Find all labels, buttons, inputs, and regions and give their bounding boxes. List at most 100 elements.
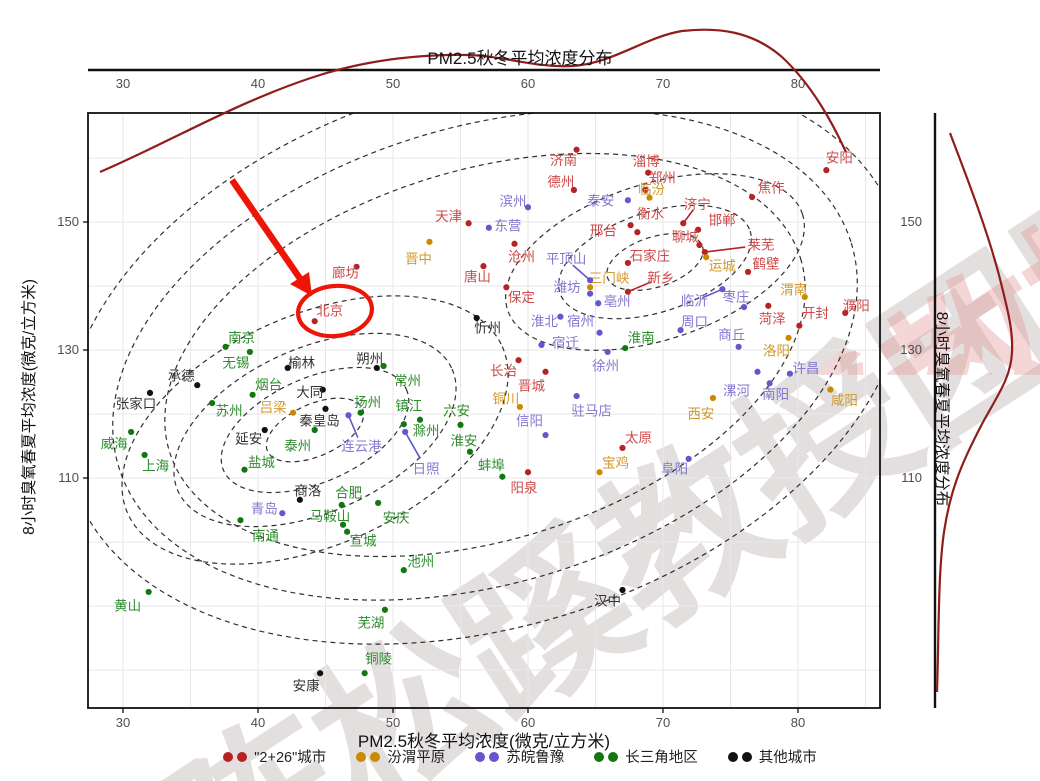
city-dot <box>645 169 652 176</box>
city-label: 渭南 <box>780 282 807 297</box>
city-dot <box>823 167 830 174</box>
contour-lines <box>88 113 880 645</box>
legend-dot-pair <box>223 751 248 762</box>
legend-item-others: 其他城市 <box>727 746 817 767</box>
city-dot <box>796 322 803 329</box>
city-dot <box>524 469 532 476</box>
city-label: 濮阳 <box>843 298 870 313</box>
city-label: 潍坊 <box>554 280 581 295</box>
city-dot <box>503 284 510 291</box>
city-label: 沧州 <box>508 248 535 264</box>
legend-item-yrd: 长三角地区 <box>594 746 698 767</box>
city-dot <box>222 343 229 350</box>
city-dot <box>237 517 244 524</box>
legend-label: 其他城市 <box>758 750 817 766</box>
city-dot <box>570 186 578 194</box>
city-label: 镇江 <box>395 399 422 414</box>
city-dot <box>345 412 352 419</box>
city-label: 保定 <box>508 290 535 305</box>
city-label: 东营 <box>494 218 521 233</box>
city-dot <box>719 286 726 293</box>
x-tick-label: 30 <box>116 715 130 730</box>
city-label: 大同 <box>296 385 323 400</box>
city-label: 驻马店 <box>571 404 612 419</box>
legend-dot-pair <box>727 751 752 762</box>
city-dot <box>786 370 794 377</box>
city-label: 鹤壁 <box>753 256 780 271</box>
city-dot <box>296 496 303 503</box>
city-dot <box>515 357 522 364</box>
city-dot <box>624 288 632 295</box>
y-axis-label: 8小时臭氧春夏平均浓度(微克/立方米) <box>21 279 38 535</box>
leader-line <box>347 414 359 438</box>
city-dot <box>587 290 594 297</box>
legend-label: 汾渭平原 <box>387 750 446 766</box>
city-label: 许昌 <box>792 361 819 376</box>
city-label: 枣庄 <box>723 289 750 305</box>
y-tick-label: 150 <box>57 214 79 229</box>
city-dot <box>261 426 268 434</box>
city-dot <box>709 394 717 402</box>
city-label: 三门峡 <box>589 271 630 286</box>
city-dot <box>677 327 684 334</box>
city-label: 亳州 <box>604 293 631 309</box>
city-dot <box>765 302 772 309</box>
legend-dot-icon <box>489 751 500 762</box>
city-dot <box>400 421 407 428</box>
city-dot <box>766 380 773 387</box>
city-label: 长治 <box>490 364 517 379</box>
legend-label: 长三角地区 <box>625 750 698 766</box>
legend-item-suwanluyu: 苏皖鲁豫 <box>475 746 564 767</box>
city-label: 黄山 <box>114 598 141 613</box>
city-label: 南通 <box>252 529 279 544</box>
city-dot <box>339 521 347 528</box>
leader-line <box>701 288 723 299</box>
city-dot <box>801 293 808 300</box>
city-dot <box>557 313 564 320</box>
city-dot <box>209 400 216 407</box>
right-marginal-title: 8小时臭氧春夏平均浓度分布 <box>933 311 950 507</box>
city-dot <box>485 224 492 231</box>
city-label: 榆林 <box>288 355 315 370</box>
city-dot <box>279 510 286 517</box>
x-tick-label: 60 <box>521 715 535 730</box>
city-dot <box>426 238 433 245</box>
city-label: 周口 <box>681 315 708 330</box>
city-label: 铜陵 <box>365 652 392 667</box>
city-label: 马鞍山 <box>310 509 351 524</box>
city-label: 西安 <box>687 407 714 422</box>
city-label: 济南 <box>550 153 577 168</box>
city-label: 安康 <box>293 678 320 694</box>
city-label: 南京 <box>228 330 255 345</box>
city-dot <box>141 451 148 459</box>
city-dot <box>646 194 653 201</box>
city-label: 聊城 <box>672 230 699 245</box>
city-label: 焦作 <box>758 181 785 196</box>
city-dot <box>785 334 792 341</box>
legend-dot-icon <box>370 751 381 762</box>
city-dot <box>622 344 629 352</box>
top-marginal-title: PM2.5秋冬平均浓度分布 <box>427 49 613 68</box>
leader-line <box>572 264 591 281</box>
city-label: 邯郸 <box>709 213 736 228</box>
city-label: 泰州 <box>284 439 311 454</box>
highlight-arrow-shaft <box>229 178 304 282</box>
city-label: 安阳 <box>826 151 853 166</box>
top-tick-label: 40 <box>251 76 265 91</box>
city-dot <box>357 409 364 416</box>
city-label: 秦皇岛 <box>299 413 340 428</box>
gridlines: 30 30 40 40 50 50 60 60 70 70 80 80 150 150 130 130 110 1… <box>57 76 922 730</box>
city-label: 上海 <box>142 458 169 473</box>
top-tick-label: 70 <box>656 76 670 91</box>
city-dot <box>542 368 549 375</box>
city-label: 滁州 <box>413 423 440 438</box>
city-dot <box>457 421 464 428</box>
x-tick-label: 70 <box>656 715 670 730</box>
city-label: 滨州 <box>500 194 527 209</box>
city-label: 承德 <box>168 369 195 384</box>
city-dot <box>249 391 256 398</box>
city-dot <box>749 193 756 201</box>
city-label: 延安 <box>235 432 262 447</box>
